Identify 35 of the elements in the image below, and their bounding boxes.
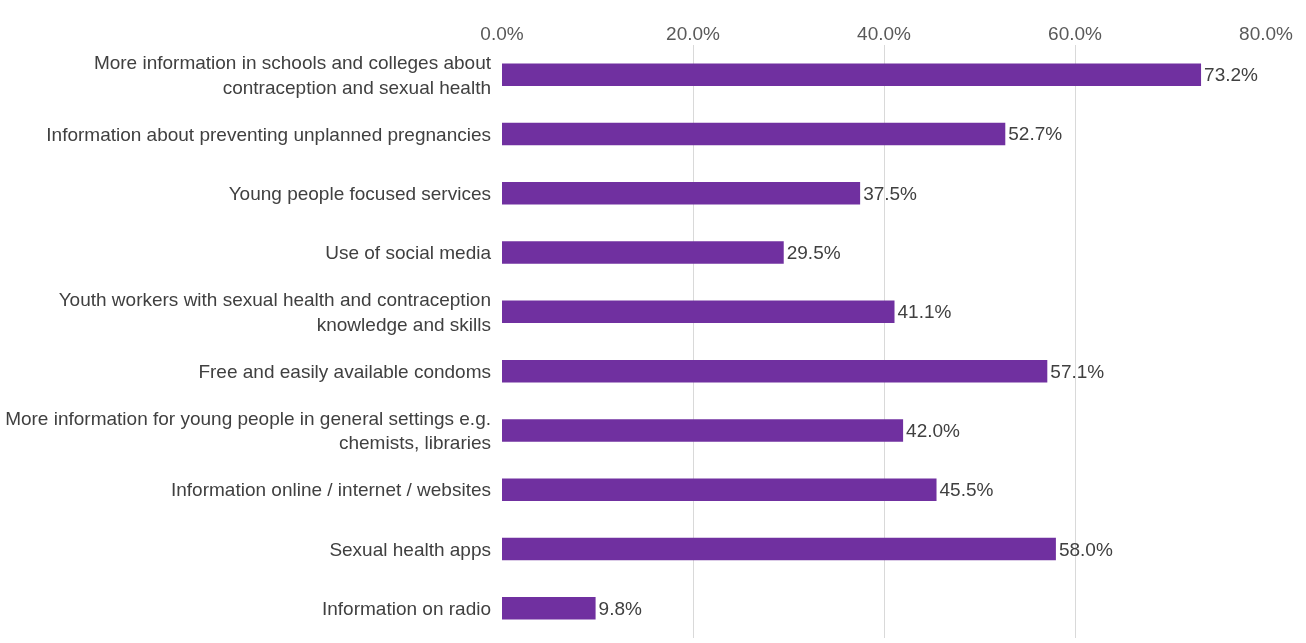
- y-tick-label: Sexual health apps: [329, 538, 491, 560]
- bar: [502, 181, 861, 205]
- y-tick-label: More information in schools and colleges about contraception and sexual health: [93, 51, 492, 98]
- bar: [502, 122, 1006, 146]
- data-label: 42.0%: [906, 419, 961, 441]
- bar: [502, 300, 895, 324]
- data-label: 57.1%: [1050, 360, 1105, 382]
- bar: [502, 419, 904, 442]
- data-label: 9.8%: [598, 597, 642, 619]
- x-tick-label: 40.0%: [857, 23, 912, 45]
- y-tick-label: Free and easily available condoms: [198, 360, 491, 382]
- data-label: 52.7%: [1008, 123, 1063, 145]
- x-tick-label: 80.0%: [1239, 23, 1294, 45]
- y-tick-label: Information on radio: [322, 598, 491, 619]
- y-tick-label: Use of social media: [325, 242, 492, 264]
- data-label: 41.1%: [897, 301, 952, 323]
- x-tick-label: 60.0%: [1048, 23, 1103, 45]
- data-label: 73.2%: [1204, 64, 1259, 86]
- y-tick-label: Young people focused services: [228, 182, 491, 204]
- bar: [502, 241, 784, 264]
- data-label: 45.5%: [939, 479, 994, 501]
- bar: [502, 63, 1202, 86]
- y-tick-label: Youth workers with sexual health and contraception knowledge and skills: [58, 289, 491, 335]
- x-tick-label: 0.0%: [480, 23, 524, 45]
- bar: [502, 597, 596, 620]
- bar: [502, 537, 1056, 561]
- bar: [502, 359, 1048, 383]
- y-tick-label: More information for young people in general settings e.g. chemists, libraries: [5, 407, 491, 454]
- data-label: 29.5%: [786, 242, 841, 264]
- y-tick-label: Information online / internet / websites: [170, 479, 491, 501]
- x-tick-label: 20.0%: [666, 23, 721, 45]
- data-label: 58.0%: [1058, 538, 1113, 560]
- data-label: 37.5%: [863, 182, 918, 204]
- y-tick-label: Information about preventing unplanned pregnancies: [46, 123, 491, 145]
- bar: [502, 478, 937, 502]
